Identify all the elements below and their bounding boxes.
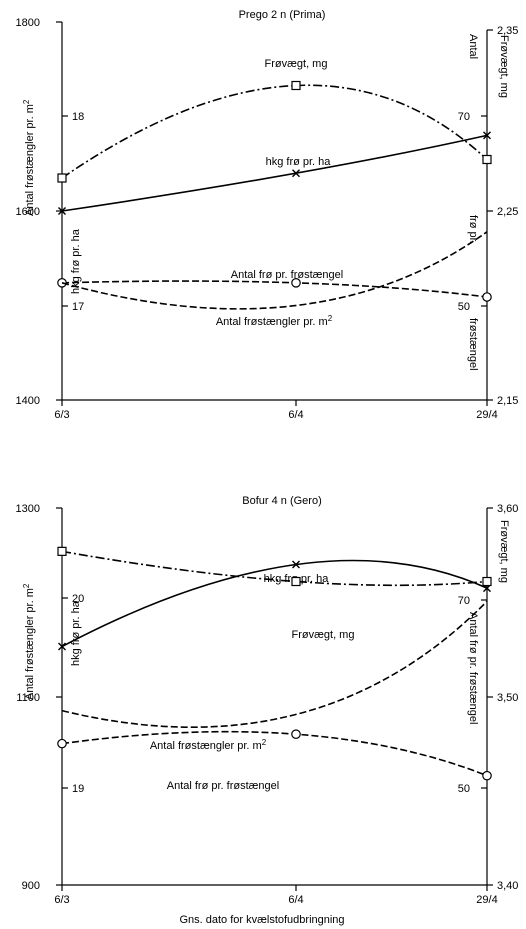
left-tick-label: 900 [22, 880, 40, 892]
panel-title: Bofur 4 n (Gero) [242, 495, 321, 507]
right-axis-label: Frøvægt, mg [498, 520, 510, 583]
x-tick-label: 29/4 [476, 894, 497, 906]
series-line-1 [61, 134, 488, 212]
data-point-square-1 [291, 576, 301, 587]
data-point-x-2 [483, 131, 491, 140]
data-point-circle-1 [291, 278, 301, 288]
inner-antal-label: frøstængel [467, 318, 479, 371]
left-tick-label: 1600 [16, 206, 40, 218]
series-line-2 [61, 280, 488, 298]
data-point-circle-2 [482, 292, 492, 302]
series-line-1 [61, 550, 488, 587]
series-layer [57, 80, 492, 310]
data-point-x-1 [292, 560, 300, 569]
x-tick-label: 6/4 [288, 894, 303, 906]
right-tick-label: 3,40 [497, 880, 518, 892]
x-tick-label: 6/4 [288, 409, 303, 421]
right-tick-label: 2,25 [497, 206, 518, 218]
series-label-antal-stangler: Antal frøstængler pr. m2 [150, 738, 267, 752]
left-axis-label: Antal frøstængler pr. m2 [22, 99, 36, 216]
left-axis-label: Antal frøstængler pr. m2 [22, 583, 36, 700]
inner-antal-label: frø pr. [467, 215, 479, 244]
series-label-antal-stangler: Antal frøstængler pr. m2 [216, 314, 333, 328]
right-tick-label: 3,60 [497, 503, 518, 515]
series-label-frovaegt: Frøvægt, mg [265, 58, 328, 70]
inner-antal-label: Antal frø pr. frøstængel [467, 612, 479, 724]
series-line-3 [61, 730, 488, 777]
inner-tick-label: 18 [72, 111, 84, 123]
data-point-circle-0 [57, 738, 67, 749]
inner-tick-label: 50 [458, 783, 470, 795]
data-point-square-2 [482, 154, 492, 165]
data-point-x-stroke [292, 169, 300, 178]
data-point-x-stroke [483, 131, 491, 140]
series-label-hkg: hkg frø pr. ha [266, 156, 332, 168]
inner-tick-label: 50 [458, 301, 470, 313]
data-point-square-2 [482, 576, 492, 587]
inner-tick-label: 20 [72, 593, 84, 605]
left-tick-label: 1800 [16, 17, 40, 29]
inner-tick-label: 19 [72, 783, 84, 795]
data-point-x-stroke [292, 560, 300, 569]
series-line-0 [61, 84, 488, 179]
right-tick-label: 2,35 [497, 25, 518, 37]
inner-antal-label: Antal [467, 34, 479, 59]
inner-tick-label: 70 [458, 111, 470, 123]
left-tick-label: 1100 [16, 692, 40, 704]
inner-tick-label: 17 [72, 301, 84, 313]
series-layer [57, 546, 492, 781]
inner-hkg-label: hkg frø pr. ha [70, 600, 82, 666]
inner-tick-label: 70 [458, 595, 470, 607]
data-point-square-0 [57, 546, 67, 556]
left-tick-label: 1300 [16, 503, 40, 515]
series-line-2 [61, 600, 488, 728]
data-point-x-stroke [58, 642, 66, 651]
data-point-x-1 [292, 169, 300, 178]
left-tick-label: 1400 [16, 395, 40, 407]
data-point-square-1 [291, 80, 301, 91]
panel-bofur: Bofur 4 n (Gero) 1300 1100 900 20 19 3,6… [16, 495, 519, 926]
data-point-circle-1 [291, 729, 301, 739]
inner-hkg-label: hkg frø pr. ha [70, 228, 82, 294]
series-label-antal-fro: Antal frø pr. frøstængel [167, 780, 279, 792]
data-point-x-0 [58, 207, 66, 215]
panel-prego: Prego 2 n (Prima) 1800 1600 1400 18 17 2… [16, 9, 519, 421]
series-label-frovaegt: Frøvægt, mg [292, 629, 355, 641]
right-axis-label: Frøvægt, mg [498, 35, 510, 98]
data-point-square-0 [57, 173, 67, 183]
data-point-x-0 [58, 642, 66, 651]
panel-title: Prego 2 n (Prima) [239, 9, 326, 21]
x-tick-label: 29/4 [476, 409, 497, 421]
x-tick-label: 6/3 [54, 894, 69, 906]
data-point-circle-2 [482, 770, 492, 781]
series-line-3 [61, 231, 488, 310]
x-axis-label: Gns. dato for kvælstofudbringning [179, 914, 344, 926]
x-tick-label: 6/3 [54, 409, 69, 421]
series-label-antal-fro: Antal frø pr. frøstængel [231, 269, 343, 281]
data-point-x-stroke [58, 207, 66, 215]
right-tick-label: 3,50 [497, 692, 518, 704]
right-tick-label: 2,15 [497, 395, 518, 407]
